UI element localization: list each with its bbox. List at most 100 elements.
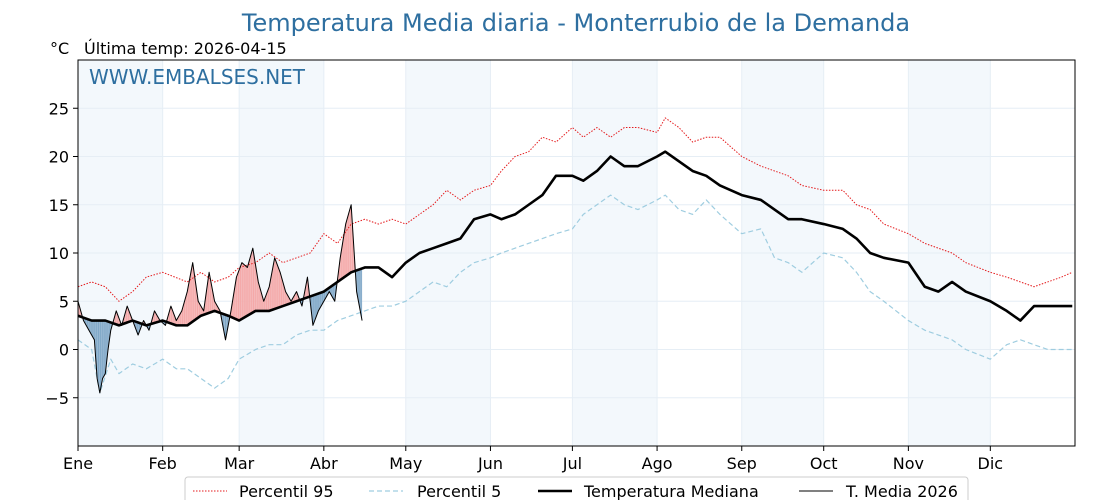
warm-anomaly-fill [348, 211, 350, 275]
warm-anomaly-fill [286, 294, 288, 305]
warm-anomaly-fill [269, 279, 271, 311]
cold-anomaly-fill [87, 319, 89, 329]
cold-anomaly-fill [224, 314, 225, 337]
warm-anomaly-fill [177, 316, 179, 326]
warm-anomaly-fill [127, 306, 128, 323]
x-tick-label: Jun [477, 454, 503, 473]
cold-anomaly-fill [103, 320, 105, 377]
warm-anomaly-fill [178, 315, 180, 326]
y-tick-label: −5 [45, 389, 69, 408]
warm-anomaly-fill [245, 266, 247, 317]
cold-anomaly-fill [88, 319, 90, 332]
warm-anomaly-fill [257, 277, 259, 311]
warm-anomaly-fill [242, 263, 244, 319]
cold-anomaly-fill [88, 319, 89, 331]
warm-anomaly-fill [215, 302, 216, 312]
warm-anomaly-fill [347, 216, 348, 276]
x-tick-label: Sep [727, 454, 757, 473]
warm-anomaly-fill [280, 272, 281, 308]
warm-anomaly-fill [259, 286, 261, 311]
warm-anomaly-fill [172, 311, 174, 325]
legend-label-median: Temperatura Mediana [583, 482, 759, 500]
warm-anomaly-fill [351, 204, 352, 273]
warm-anomaly-fill [295, 292, 296, 302]
warm-anomaly-fill [282, 281, 284, 307]
warm-anomaly-fill [285, 291, 287, 306]
series-line-median [77, 150, 1073, 327]
warm-anomaly-fill [155, 312, 156, 323]
warm-anomaly-fill [234, 285, 236, 319]
warm-anomaly-fill [284, 286, 285, 306]
warm-anomaly-fill [256, 273, 258, 311]
warm-anomaly-fill [116, 312, 118, 325]
cold-anomaly-fill [93, 320, 95, 340]
warm-anomaly-fill [244, 265, 246, 318]
warm-anomaly-fill [116, 310, 117, 325]
cold-anomaly-fill [107, 321, 109, 356]
warm-anomaly-fill [282, 279, 283, 307]
warm-anomaly-fill [341, 245, 343, 280]
warm-anomaly-fill [171, 307, 173, 324]
warm-anomaly-fill [258, 281, 259, 311]
warm-anomaly-fill [343, 232, 345, 278]
warm-anomaly-fill [273, 257, 275, 310]
cold-anomaly-fill [331, 285, 333, 297]
warm-anomaly-fill [214, 301, 216, 312]
cold-anomaly-fill [360, 268, 361, 314]
warm-anomaly-fill [271, 272, 272, 311]
warm-anomaly-fill [288, 296, 290, 305]
warm-anomaly-fill [265, 294, 267, 311]
y-axis: −5 0 5 10 15 20 25 [45, 99, 78, 408]
warm-anomaly-fill [241, 262, 242, 320]
warm-anomaly-fill [215, 303, 217, 312]
cold-anomaly-fill [320, 292, 322, 308]
warm-anomaly-fill [255, 265, 257, 311]
warm-anomaly-fill [254, 260, 256, 312]
warm-anomaly-fill [187, 284, 189, 325]
warm-anomaly-fill [344, 228, 345, 278]
warm-anomaly-fill [198, 301, 199, 318]
warm-anomaly-fill [200, 304, 201, 317]
warm-anomaly-fill [211, 283, 212, 313]
warm-anomaly-fill [201, 307, 203, 316]
cold-anomaly-fill [319, 293, 320, 310]
warm-anomaly-fill [239, 268, 240, 321]
warm-anomaly-fill [243, 264, 245, 318]
series-lines [77, 117, 1073, 394]
warm-anomaly-fill [200, 306, 202, 316]
cold-anomaly-fill [358, 269, 360, 307]
warm-anomaly-fill [210, 279, 212, 313]
warm-anomaly-fill [209, 272, 210, 313]
warm-anomaly-fill [275, 259, 277, 309]
warm-anomaly-fill [246, 266, 248, 317]
cold-anomaly-fill [92, 320, 94, 338]
warm-anomaly-fill [250, 253, 252, 314]
x-tick-label: Nov [893, 454, 924, 473]
cold-anomaly-fill [314, 294, 316, 320]
series-line-p5 [77, 194, 1073, 394]
warm-anomaly-fill [233, 289, 235, 319]
warm-anomaly-fill [277, 265, 279, 308]
warm-anomaly-fill [180, 312, 182, 326]
warm-anomaly-fill [249, 257, 251, 315]
warm-anomaly-fill [267, 290, 268, 311]
cold-anomaly-fill [96, 320, 98, 379]
legend-label-current: T. Media 2026 [845, 482, 958, 500]
cold-anomaly-fill [332, 285, 333, 298]
warm-anomaly-fill [271, 268, 273, 310]
warm-anomaly-fill [270, 275, 272, 311]
cold-anomaly-fill [225, 314, 227, 340]
cold-anomaly-fill [101, 320, 103, 383]
warm-anomaly-fill [269, 283, 270, 311]
warm-anomaly-fill [254, 256, 255, 312]
warm-anomaly-fill [248, 262, 249, 316]
cold-anomaly-fill [106, 321, 108, 362]
cold-anomaly-fill [332, 284, 334, 299]
warm-anomaly-fill [196, 286, 197, 320]
warm-anomaly-fill [252, 248, 254, 313]
cold-anomaly-fill [90, 320, 92, 336]
legend-label-p95: Percentil 95 [239, 482, 334, 500]
cold-anomaly-fill [357, 269, 358, 299]
warm-anomaly-fill [173, 313, 175, 325]
legend-label-p5: Percentil 5 [417, 482, 501, 500]
